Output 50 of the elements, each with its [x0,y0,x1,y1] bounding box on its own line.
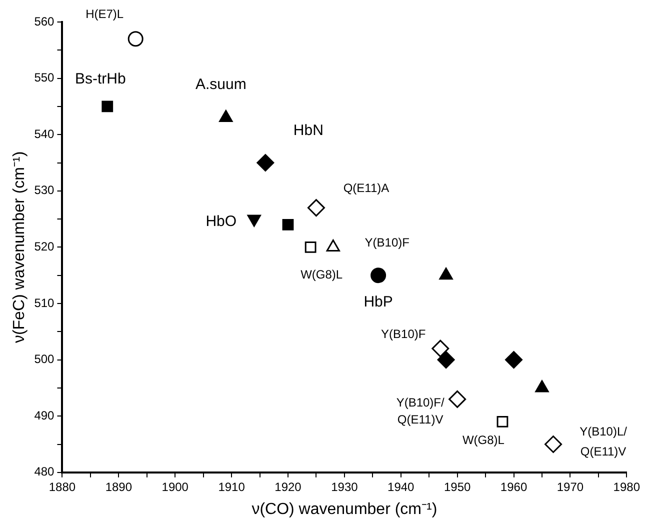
point [448,390,466,408]
x-tick-label: 1980 [613,480,640,494]
point [505,351,523,369]
annotation: Y(B10)F [381,326,426,341]
y-tick-label: 560 [34,14,55,28]
point [496,416,508,428]
annotation: Q(E11)V [397,412,444,427]
annotation: HbO [206,213,237,230]
point [128,31,144,47]
y-tick-label: 550 [34,70,55,85]
y-axis-title: ν(FeC) wavenumber (cm⁻¹) [11,151,28,344]
point [370,268,386,284]
annotation: Y(B10)F [364,236,410,250]
x-tick-label: 1930 [331,480,358,494]
annotation: HbN [293,122,324,139]
y-tick-label: 510 [34,296,55,310]
x-tick-label: 1880 [48,480,76,494]
annotation: W(G8)L [462,433,505,448]
annotation: H(E7)L [86,7,124,22]
point [304,242,316,253]
point [282,218,294,230]
point [437,351,455,369]
point [256,154,274,172]
x-tick-label: 1920 [274,480,302,494]
annotation: W(G8)L [300,268,343,282]
annotation: Y(B10)L/ [580,424,628,439]
annotation: Q(E11)A [343,181,390,196]
point [432,340,450,358]
y-tick-label: 530 [34,183,55,198]
point [307,199,325,217]
x-tick-label: 1960 [500,480,528,494]
annotation: Y(B10)F/ [396,396,445,410]
y-tick-label: 490 [34,408,55,422]
point [544,436,562,453]
x-tick-label: 1950 [444,480,471,494]
x-tick-label: 1970 [556,480,584,494]
x-axis-title: ν(CO) wavenumber (cm⁻¹) [252,500,438,518]
y-tick-label: 520 [34,240,55,254]
x-tick-label: 1890 [105,480,132,494]
y-tick-label: 500 [34,352,55,366]
x-tick-label: 1910 [218,480,246,494]
x-tick-label: 1900 [162,480,189,494]
annotation: Q(E11)V [580,444,626,459]
annotation: HbP [364,293,393,310]
x-tick-label: 1940 [388,480,415,494]
annotation: A.suum [195,76,246,93]
y-tick-label: 540 [34,126,55,141]
point [102,100,114,112]
annotation: Bs-trHb [74,70,126,88]
y-tick-label: 480 [34,464,55,479]
